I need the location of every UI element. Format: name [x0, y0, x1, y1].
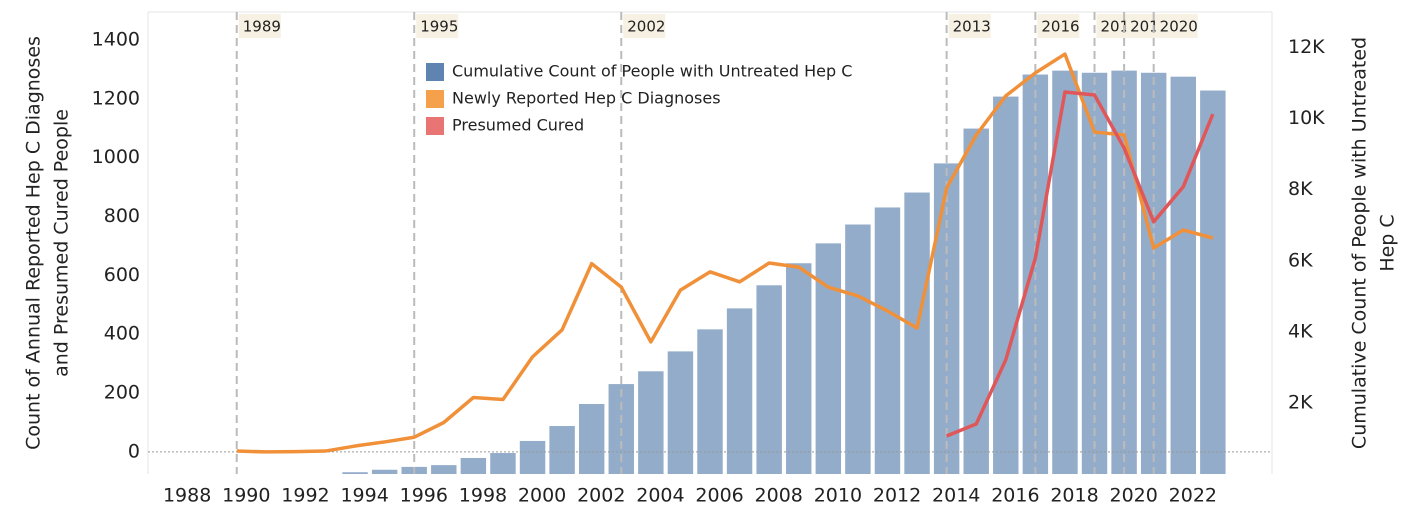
line	[236, 52, 1214, 454]
y-tick-label: 1000	[92, 146, 140, 168]
bar	[963, 128, 989, 474]
bar	[490, 453, 516, 474]
bar	[1200, 90, 1226, 474]
bar	[697, 329, 723, 474]
line	[945, 90, 1215, 438]
reference-label-bg	[948, 14, 991, 38]
x-tick-label: 2012	[873, 485, 921, 507]
reference-label: 2016	[1041, 18, 1079, 36]
y-tick-label: 800	[104, 205, 140, 227]
x-tick-label: 1990	[222, 485, 270, 507]
y2-tick-label: 12K	[1288, 36, 1325, 58]
bar	[578, 403, 605, 474]
bar	[1170, 76, 1196, 475]
x-tick-label: 1994	[340, 485, 388, 507]
x-tick-label: 2006	[695, 485, 743, 507]
x-tick-label: 1992	[281, 485, 329, 507]
y-axis-label: and Presumed Cured People	[51, 109, 73, 377]
x-tick-label: 2014	[932, 485, 980, 507]
y-tick-label: 0	[128, 440, 140, 462]
legend-swatch	[426, 117, 444, 135]
legend-label: Presumed Cured	[452, 116, 584, 135]
x-tick-label: 1998	[459, 485, 507, 507]
bar	[371, 469, 398, 474]
legend-swatch	[426, 90, 444, 108]
bar	[845, 224, 871, 474]
y2-axis-label: Hep C	[1377, 214, 1399, 271]
bar	[726, 308, 753, 474]
x-tick-label: 1996	[400, 485, 448, 507]
bar	[519, 440, 546, 474]
y-tick-label: 1200	[92, 87, 140, 109]
y2-tick-label: 6K	[1288, 249, 1313, 271]
reference-label-bg	[1037, 14, 1080, 38]
y2-tick-label: 2K	[1288, 391, 1313, 413]
reference-label-bg	[623, 14, 666, 38]
y-tick-label: 200	[104, 382, 140, 404]
reference-label: 2013	[953, 18, 991, 36]
bar	[667, 351, 694, 474]
bar	[342, 472, 368, 474]
y2-axis-label: Cumulative Count of People with Untreate…	[1349, 37, 1371, 449]
reference-label: 1995	[420, 18, 458, 36]
y-tick-label: 600	[104, 264, 140, 286]
y2-tick-label: 10K	[1288, 107, 1325, 129]
bar	[993, 96, 1019, 474]
y2-tick-label: 4K	[1288, 320, 1313, 342]
legend-swatch	[426, 63, 444, 81]
y2-tick-label: 8K	[1288, 178, 1313, 200]
x-tick-label: 2004	[636, 485, 684, 507]
bar	[1052, 70, 1078, 474]
x-tick-label: 1988	[163, 485, 211, 507]
y-tick-label: 400	[104, 323, 140, 345]
bar	[786, 263, 812, 474]
reference-label: 2002	[627, 18, 665, 36]
reference-label: 2020	[1160, 18, 1198, 36]
bar	[815, 243, 842, 474]
y-axis-label: Count of Annual Reported Hep C Diagnoses	[23, 36, 45, 450]
reference-label: 1989	[243, 18, 281, 36]
x-tick-label: 2018	[1050, 485, 1098, 507]
bar	[431, 465, 457, 474]
x-tick-label: 2010	[814, 485, 862, 507]
legend-label: Newly Reported Hep C Diagnoses	[452, 89, 721, 108]
bar	[756, 285, 782, 474]
x-tick-label: 2022	[1169, 485, 1217, 507]
reference-label-bg	[1155, 14, 1198, 38]
legend-label: Cumulative Count of People with Untreate…	[452, 62, 852, 81]
x-tick-label: 2020	[1110, 485, 1158, 507]
reference-label-bg	[416, 14, 459, 38]
reference-label-bg	[238, 14, 281, 38]
bar	[460, 458, 487, 474]
bar	[904, 192, 930, 474]
y-tick-label: 1400	[92, 28, 140, 50]
bar	[549, 426, 575, 474]
x-tick-label: 2000	[518, 485, 566, 507]
x-tick-label: 2008	[755, 485, 803, 507]
bar	[874, 207, 901, 474]
bar	[638, 371, 664, 474]
x-tick-label: 2016	[991, 485, 1039, 507]
x-tick-label: 2002	[577, 485, 625, 507]
